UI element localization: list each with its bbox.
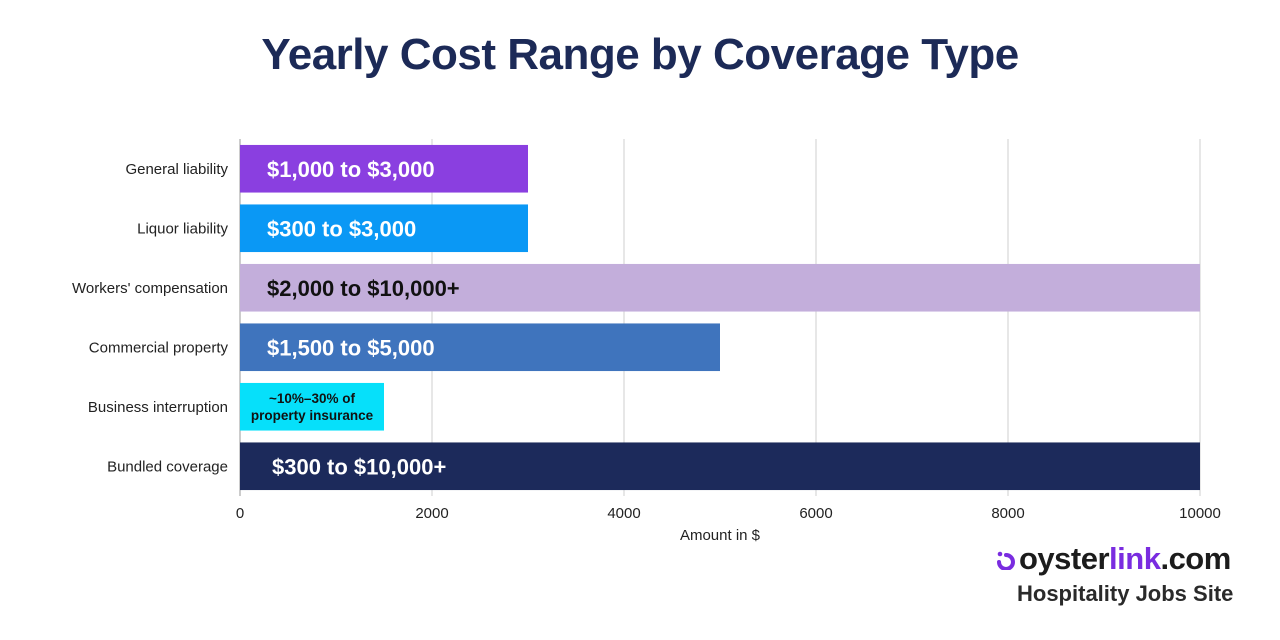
bar [240,382,384,431]
category-label: Bundled coverage [107,458,228,475]
bar-data-label: $1,000 to $3,000 [267,157,435,182]
logo-word-link: link [1109,541,1161,576]
oysterlink-logo: oyster link .com Hospitality Jobs Site [995,542,1255,608]
logo-wordmark: oyster link .com [995,542,1255,576]
bar [240,144,528,193]
x-tick-label: 0 [236,505,244,522]
x-tick-label: 4000 [607,505,640,522]
bar [240,204,528,253]
bar-data-label: property insurance [251,408,374,423]
category-label: Business interruption [88,399,228,416]
category-label: Liquor liability [137,220,228,237]
category-label: Commercial property [89,339,229,356]
chart-title: Yearly Cost Range by Coverage Type [261,30,1019,79]
bar-data-label: ~10%–30% of [269,391,355,406]
logo-word-oyster: oyster [1019,541,1110,576]
bar [240,323,720,372]
x-tick-label: 10000 [1179,505,1221,522]
category-label: General liability [125,161,228,178]
x-tick-label: 2000 [415,505,448,522]
bar [240,263,1200,312]
logo-tagline: Hospitality Jobs Site [1017,581,1234,606]
x-tick-label: 6000 [799,505,832,522]
bar-data-label: $1,500 to $5,000 [267,335,435,360]
logo-word-com: .com [1160,541,1231,576]
bar-data-label: $300 to $10,000+ [272,454,446,479]
category-label: Workers' compensation [72,280,228,297]
bar [240,442,1200,491]
x-tick-label: 8000 [991,505,1024,522]
oyster-icon [997,551,1015,570]
bar-data-label: $2,000 to $10,000+ [267,276,460,301]
bar-data-label: $300 to $3,000 [267,216,416,241]
x-axis-title: Amount in $ [680,527,761,544]
